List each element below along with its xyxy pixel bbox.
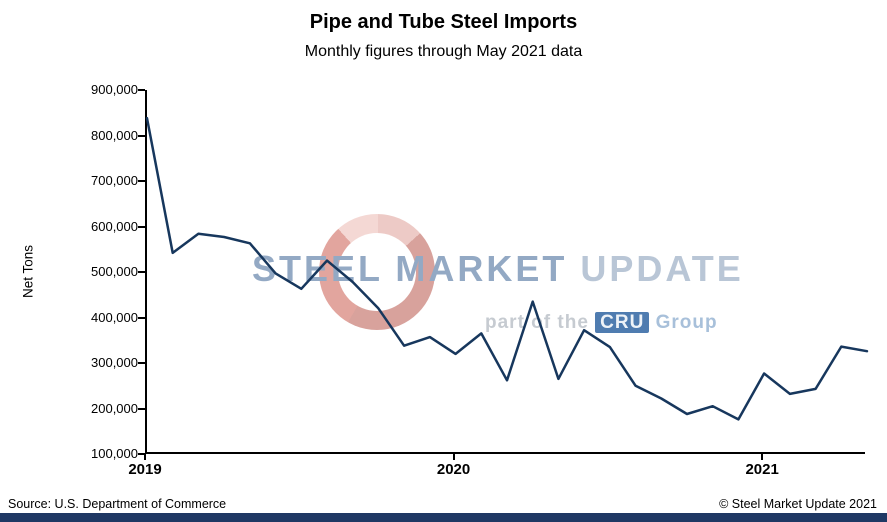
y-tick-label: 300,000	[91, 355, 138, 370]
y-tick-mark	[138, 180, 145, 182]
x-tick-label: 2020	[436, 461, 471, 478]
watermark-update: UPDATE	[580, 248, 744, 289]
y-tick-mark	[138, 134, 145, 137]
copyright-note: © Steel Market Update 2021	[719, 497, 877, 511]
y-tick-label: 600,000	[91, 218, 138, 234]
x-tick-mark	[144, 453, 146, 460]
chart-subtitle: Monthly figures through May 2021 data	[304, 43, 583, 60]
y-tick-mark	[138, 316, 145, 319]
watermark-tagline: part of the CRU Group	[485, 312, 718, 334]
y-tick-label: 800,000	[91, 127, 138, 143]
y-tick-label: 700,000	[91, 173, 138, 188]
y-tick-mark	[138, 453, 145, 455]
x-tick-label: 2021	[745, 461, 779, 478]
y-tick-label: 900,000	[91, 82, 138, 97]
x-tick-label: 2019	[128, 461, 162, 478]
watermark-brand-text: STEEL MARKET UPDATE	[252, 248, 744, 290]
watermark: STEEL MARKET UPDATE part of the CRU Grou…	[147, 90, 865, 452]
y-tick-mark	[138, 362, 145, 364]
y-axis-title: Net Tons	[20, 244, 36, 299]
y-tick-label: 500,000	[91, 264, 138, 279]
cru-badge: CRU	[595, 312, 650, 333]
watermark-part-of-the: part of the	[485, 312, 589, 333]
imports-line-series	[145, 116, 869, 421]
source-note: Source: U.S. Department of Commerce	[8, 497, 227, 511]
logo-inner-circle	[338, 233, 416, 311]
steel-market-update-logo-icon	[319, 214, 435, 330]
y-tick-mark	[138, 89, 145, 91]
y-tick-mark	[138, 407, 145, 410]
x-tick-mark	[761, 453, 764, 460]
plot-area: STEEL MARKET UPDATE part of the CRU Grou…	[145, 90, 869, 454]
y-tick-label: 400,000	[91, 309, 138, 325]
chart-title: Pipe and Tube Steel Imports	[309, 11, 578, 33]
watermark-steel-market: STEEL MARKET	[252, 248, 568, 289]
y-tick-mark	[138, 225, 145, 228]
line-chart	[145, 116, 869, 421]
watermark-group: Group	[655, 312, 718, 333]
y-tick-label: 100,000	[91, 446, 138, 461]
x-tick-mark	[452, 453, 455, 460]
bottom-accent-bar	[0, 513, 887, 522]
y-tick-mark	[138, 271, 145, 273]
y-tick-label: 200,000	[91, 400, 138, 416]
